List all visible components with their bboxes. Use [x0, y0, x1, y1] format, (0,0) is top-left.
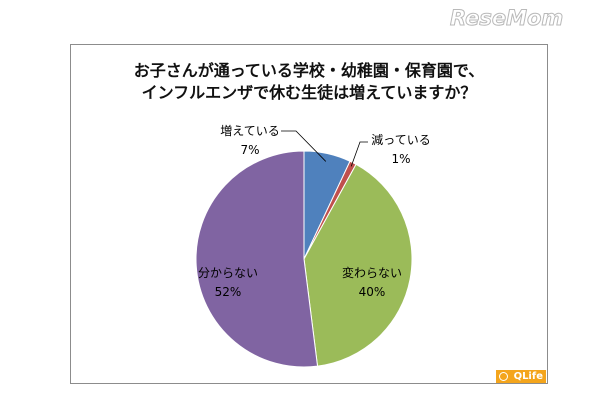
label-unchanged: 変わらない 40% [342, 264, 402, 302]
label-increasing-value: 7% [240, 143, 260, 157]
resemom-watermark: ReseMom [449, 6, 564, 31]
qlife-logo-text: QLife [513, 371, 543, 382]
chart-title: お子さんが通っている学校・幼稚園・保育園で、 インフルエンザで休む生徒は増えてい… [70, 60, 548, 104]
pie-slice-unchanged [303, 163, 413, 367]
qlife-logo-icon [499, 372, 508, 381]
label-unknown-value: 52% [214, 285, 242, 299]
label-unchanged-text: 変わらない [341, 266, 403, 280]
leader-line-increasing [281, 130, 327, 162]
label-decreasing-value: 1% [391, 152, 411, 166]
label-decreasing-text: 減っている [371, 133, 431, 147]
label-increasing-text: 増えている [220, 124, 280, 138]
label-unknown-text: 分からない [197, 266, 259, 280]
label-increasing: 増えている 7% [220, 122, 279, 160]
pie-slice-unknown [195, 150, 319, 368]
label-decreasing: 減っている 1% [371, 131, 430, 169]
label-unknown: 分からない 52% [198, 264, 258, 302]
qlife-logo: QLife [496, 370, 546, 383]
chart-title-line-1: お子さんが通っている学校・幼稚園・保育園で、 [133, 61, 485, 80]
label-unchanged-value: 40% [358, 285, 386, 299]
leader-line-decreasing [350, 141, 368, 167]
chart-title-line-2: インフルエンザで休む生徒は増えていますか？ [141, 83, 477, 102]
